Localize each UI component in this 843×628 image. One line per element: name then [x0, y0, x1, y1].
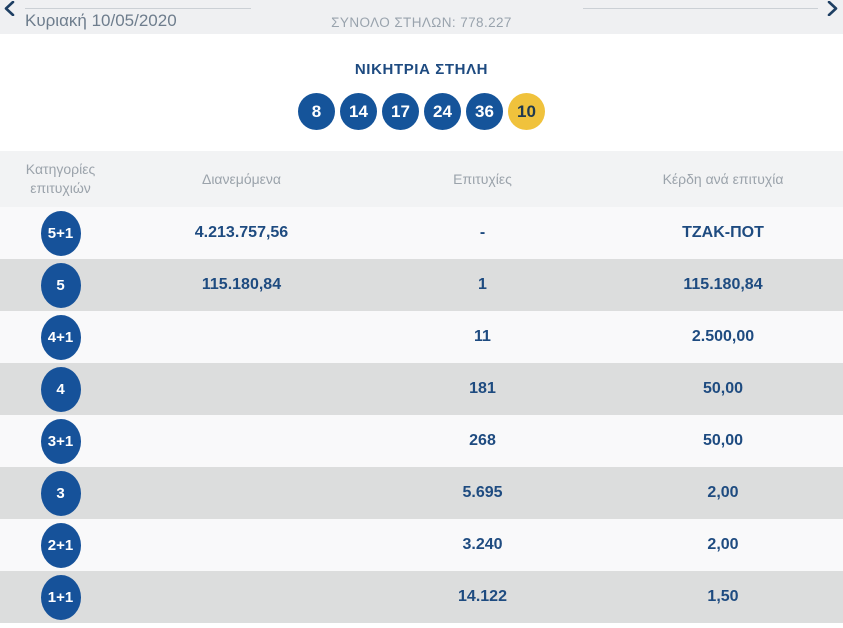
prize-cell: 2,00 [707, 484, 739, 501]
category-badge: 5+1 [40, 210, 81, 256]
category-badge: 4+1 [40, 314, 81, 360]
table-row: 4+1 11 2.500,00 [0, 311, 843, 363]
chevron-right-icon[interactable] [824, 0, 840, 16]
distributed-cell: 4.213.757,56 [194, 224, 289, 241]
table-row: 5+1 4.213.757,56 - ΤΖΑΚ-ΠΟΤ [0, 207, 843, 259]
prizes-table: Κατηγορίες επιτυχιών Διανεμόμενα Επιτυχί… [0, 151, 843, 623]
prize-cell: 1,50 [707, 588, 739, 605]
header-categories: Κατηγορίες επιτυχιών [25, 161, 96, 196]
carousel-divider-left [25, 8, 251, 9]
carousel-divider-right [583, 8, 818, 9]
prize-cell: 50,00 [702, 380, 744, 397]
wins-cell: 11 [474, 328, 491, 345]
prize-cell: 2.500,00 [691, 328, 755, 345]
table-row: 4 181 50,00 [0, 363, 843, 415]
prize-cell: 115.180,84 [683, 276, 763, 293]
winning-number-ball: 24 [424, 93, 461, 130]
wins-cell: - [479, 224, 486, 241]
table-row: 3 5.695 2,00 [0, 467, 843, 519]
category-badge: 2+1 [40, 522, 81, 568]
draw-carousel-bar: Κυριακή 10/05/2020 ΣΥΝΟΛΟ ΣΤΗΛΩΝ: 778.22… [0, 0, 843, 34]
category-badge: 3 [40, 470, 81, 516]
wins-cell: 3.240 [462, 536, 503, 553]
category-badge: 3+1 [40, 418, 81, 464]
category-badge: 5 [40, 262, 81, 308]
draw-date: Κυριακή 10/05/2020 [25, 11, 177, 30]
table-row: 2+1 3.240 2,00 [0, 519, 843, 571]
header-distributed: Διανεμόμενα [201, 171, 282, 187]
winning-number-ball: 17 [382, 93, 419, 130]
chevron-left-icon[interactable] [1, 0, 17, 16]
wins-cell: 14.122 [458, 588, 507, 605]
winning-number-ball: 14 [340, 93, 377, 130]
table-row: 1+1 14.122 1,50 [0, 571, 843, 623]
prize-cell: 50,00 [702, 432, 744, 449]
winning-number-ball: 36 [466, 93, 503, 130]
wins-cell: 1 [478, 276, 487, 293]
total-columns-label: ΣΥΝΟΛΟ ΣΤΗΛΩΝ: 778.227 [331, 15, 512, 30]
wins-cell: 268 [469, 432, 496, 449]
table-row: 5 115.180,84 1 115.180,84 [0, 259, 843, 311]
category-badge: 1+1 [40, 574, 81, 620]
wins-cell: 5.695 [462, 484, 503, 501]
table-row: 3+1 268 50,00 [0, 415, 843, 467]
table-header-row: Κατηγορίες επιτυχιών Διανεμόμενα Επιτυχί… [0, 151, 843, 207]
prize-cell: 2,00 [707, 536, 739, 553]
wins-cell: 181 [469, 380, 496, 397]
joker-number-ball: 10 [508, 93, 545, 130]
header-prize-per-win: Κέρδη ανά επιτυχία [662, 171, 784, 187]
header-wins: Επιτυχίες [453, 171, 512, 187]
winning-column-title: ΝΙΚΗΤΡΙΑ ΣΤΗΛΗ [354, 61, 489, 78]
category-badge: 4 [40, 366, 81, 412]
distributed-cell: 115.180,84 [201, 276, 282, 293]
prize-cell: ΤΖΑΚ-ΠΟΤ [682, 224, 764, 241]
winning-numbers: 8 14 17 24 36 10 [0, 93, 843, 130]
winning-number-ball: 8 [298, 93, 335, 130]
